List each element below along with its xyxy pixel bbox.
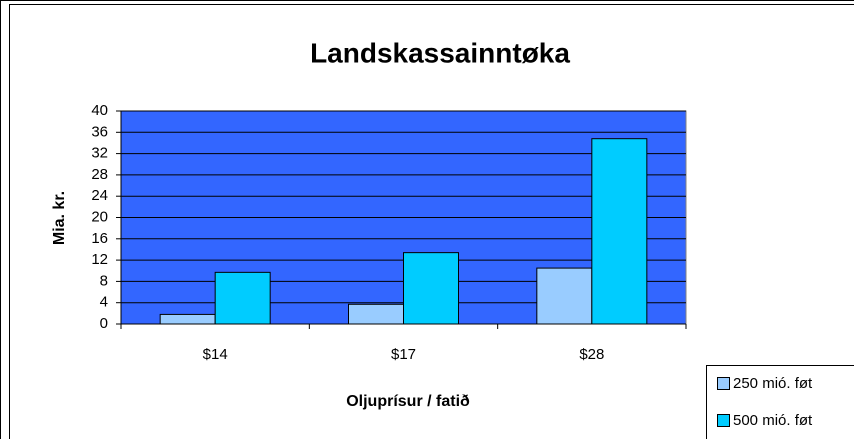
- bar: [159, 313, 216, 325]
- y-tick-label: 8: [100, 272, 108, 289]
- bar: [348, 303, 404, 325]
- bar: [591, 138, 648, 325]
- legend-label: 500 mió. føt: [733, 412, 813, 429]
- x-tick-label: $14: [203, 346, 228, 363]
- y-tick-label: 4: [100, 294, 108, 311]
- y-tick-label: 32: [91, 145, 108, 162]
- bar: [403, 252, 459, 325]
- legend-label: 250 mió. føt: [733, 375, 813, 392]
- x-tick-label: $28: [579, 346, 604, 363]
- x-tick-label: $17: [391, 346, 416, 363]
- legend-swatch: [717, 377, 730, 390]
- chart-title: Landskassainntøka: [310, 37, 570, 68]
- y-tick-label: 28: [91, 166, 108, 183]
- bar: [536, 267, 593, 325]
- y-tick-label: 36: [91, 123, 108, 140]
- y-tick-label: 0: [100, 315, 108, 332]
- y-tick-label: 40: [91, 102, 108, 119]
- y-tick-label: 12: [91, 251, 108, 268]
- y-tick-label: 24: [91, 187, 108, 204]
- x-axis-label: Oljuprísur / fatið: [346, 393, 470, 410]
- y-tick-label: 20: [91, 208, 108, 225]
- y-tick-label: 16: [91, 230, 108, 247]
- bar: [214, 271, 271, 325]
- y-axis-label: Mia. kr.: [51, 191, 68, 245]
- legend-box: [706, 365, 854, 439]
- legend-swatch: [717, 414, 730, 427]
- legend: 250 mió. føt 500 mió. føt: [706, 365, 854, 439]
